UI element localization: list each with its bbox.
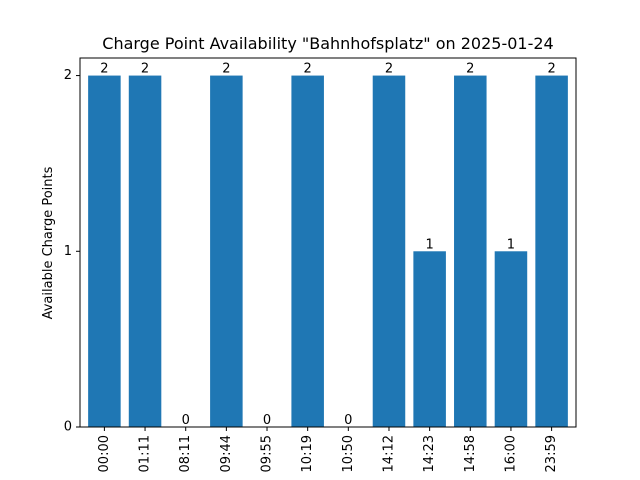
- plot-area: 2 00:00 2 01:11 0 08:11 2 09:44 0 09:55 2 10:19 0 10:…: [64, 57, 577, 472]
- bar: [128, 75, 162, 428]
- data-label: 2: [304, 62, 312, 77]
- data-label: 0: [182, 413, 190, 428]
- x-tick-label: 08:11: [178, 435, 193, 472]
- x-tick-label: 00:00: [97, 435, 112, 472]
- bar: [210, 75, 243, 428]
- x-tick-label: 01:11: [138, 435, 153, 472]
- x-tick-label: 10:19: [300, 435, 315, 472]
- x-tick-label: 09:55: [260, 435, 275, 472]
- bar: [291, 75, 324, 428]
- data-label: 2: [385, 62, 393, 77]
- data-label: 2: [100, 62, 108, 77]
- x-tick-label: 16:00: [503, 435, 518, 472]
- y-tick-label: 2: [64, 68, 72, 83]
- bar: [88, 75, 121, 428]
- bar: [413, 251, 446, 427]
- data-label: 2: [141, 62, 149, 77]
- x-tick-label: 14:12: [381, 435, 396, 472]
- x-tick-label: 14:58: [463, 435, 478, 472]
- bar: [535, 75, 568, 428]
- y-tick-label: 0: [64, 420, 72, 435]
- bar: [494, 251, 528, 427]
- bar: [372, 75, 406, 428]
- x-tick-label: 10:50: [341, 435, 356, 472]
- y-axis-label: Available Charge Points: [41, 166, 56, 319]
- data-label: 2: [547, 62, 555, 77]
- data-label: 1: [507, 237, 515, 252]
- data-label: 2: [466, 62, 474, 77]
- bar: [454, 75, 487, 428]
- x-tick-label: 14:23: [422, 435, 437, 472]
- x-tick-label: 09:44: [219, 435, 234, 472]
- data-label: 0: [344, 413, 352, 428]
- y-tick-label: 1: [64, 244, 72, 259]
- data-label: 0: [263, 413, 271, 428]
- plot-frame: [79, 57, 577, 428]
- data-label: 2: [222, 62, 230, 77]
- chart-title: Charge Point Availability "Bahnhofsplatz…: [102, 34, 553, 53]
- data-label: 1: [425, 237, 433, 252]
- x-tick-label: 23:59: [544, 435, 559, 472]
